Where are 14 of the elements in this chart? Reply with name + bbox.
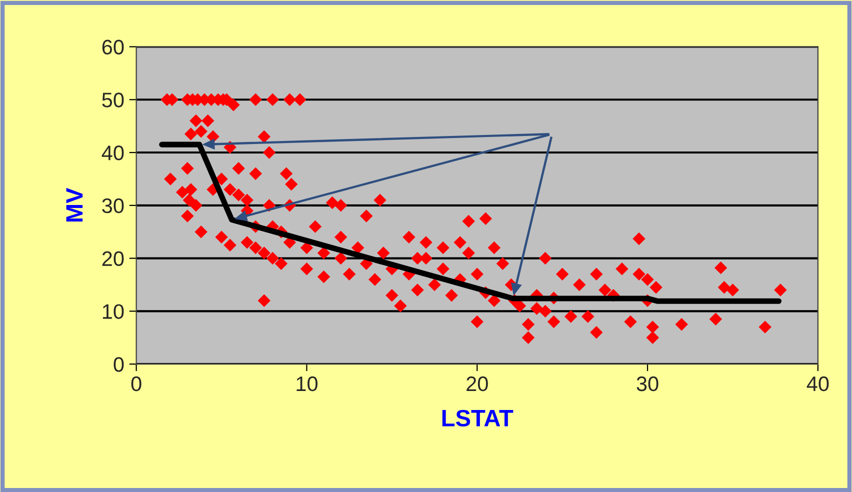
x-tick-label: 40 <box>806 376 829 392</box>
y-tick-label: 0 <box>114 357 124 372</box>
y-tick-label: 40 <box>102 146 124 160</box>
y-tick-label: 50 <box>102 92 124 108</box>
y-axis-title: MV <box>66 188 83 222</box>
y-tick-label: 30 <box>102 198 124 214</box>
y-tick-label: 10 <box>102 304 124 319</box>
y-tick-label: 20 <box>102 251 124 266</box>
x-tick-label: 10 <box>296 376 318 392</box>
x-axis-title: LSTAT <box>442 410 514 427</box>
x-tick-label: 30 <box>636 376 658 392</box>
y-tick-label: 60 <box>102 40 124 54</box>
x-tick-label: 20 <box>466 376 488 392</box>
x-tick-label: 0 <box>131 376 142 392</box>
